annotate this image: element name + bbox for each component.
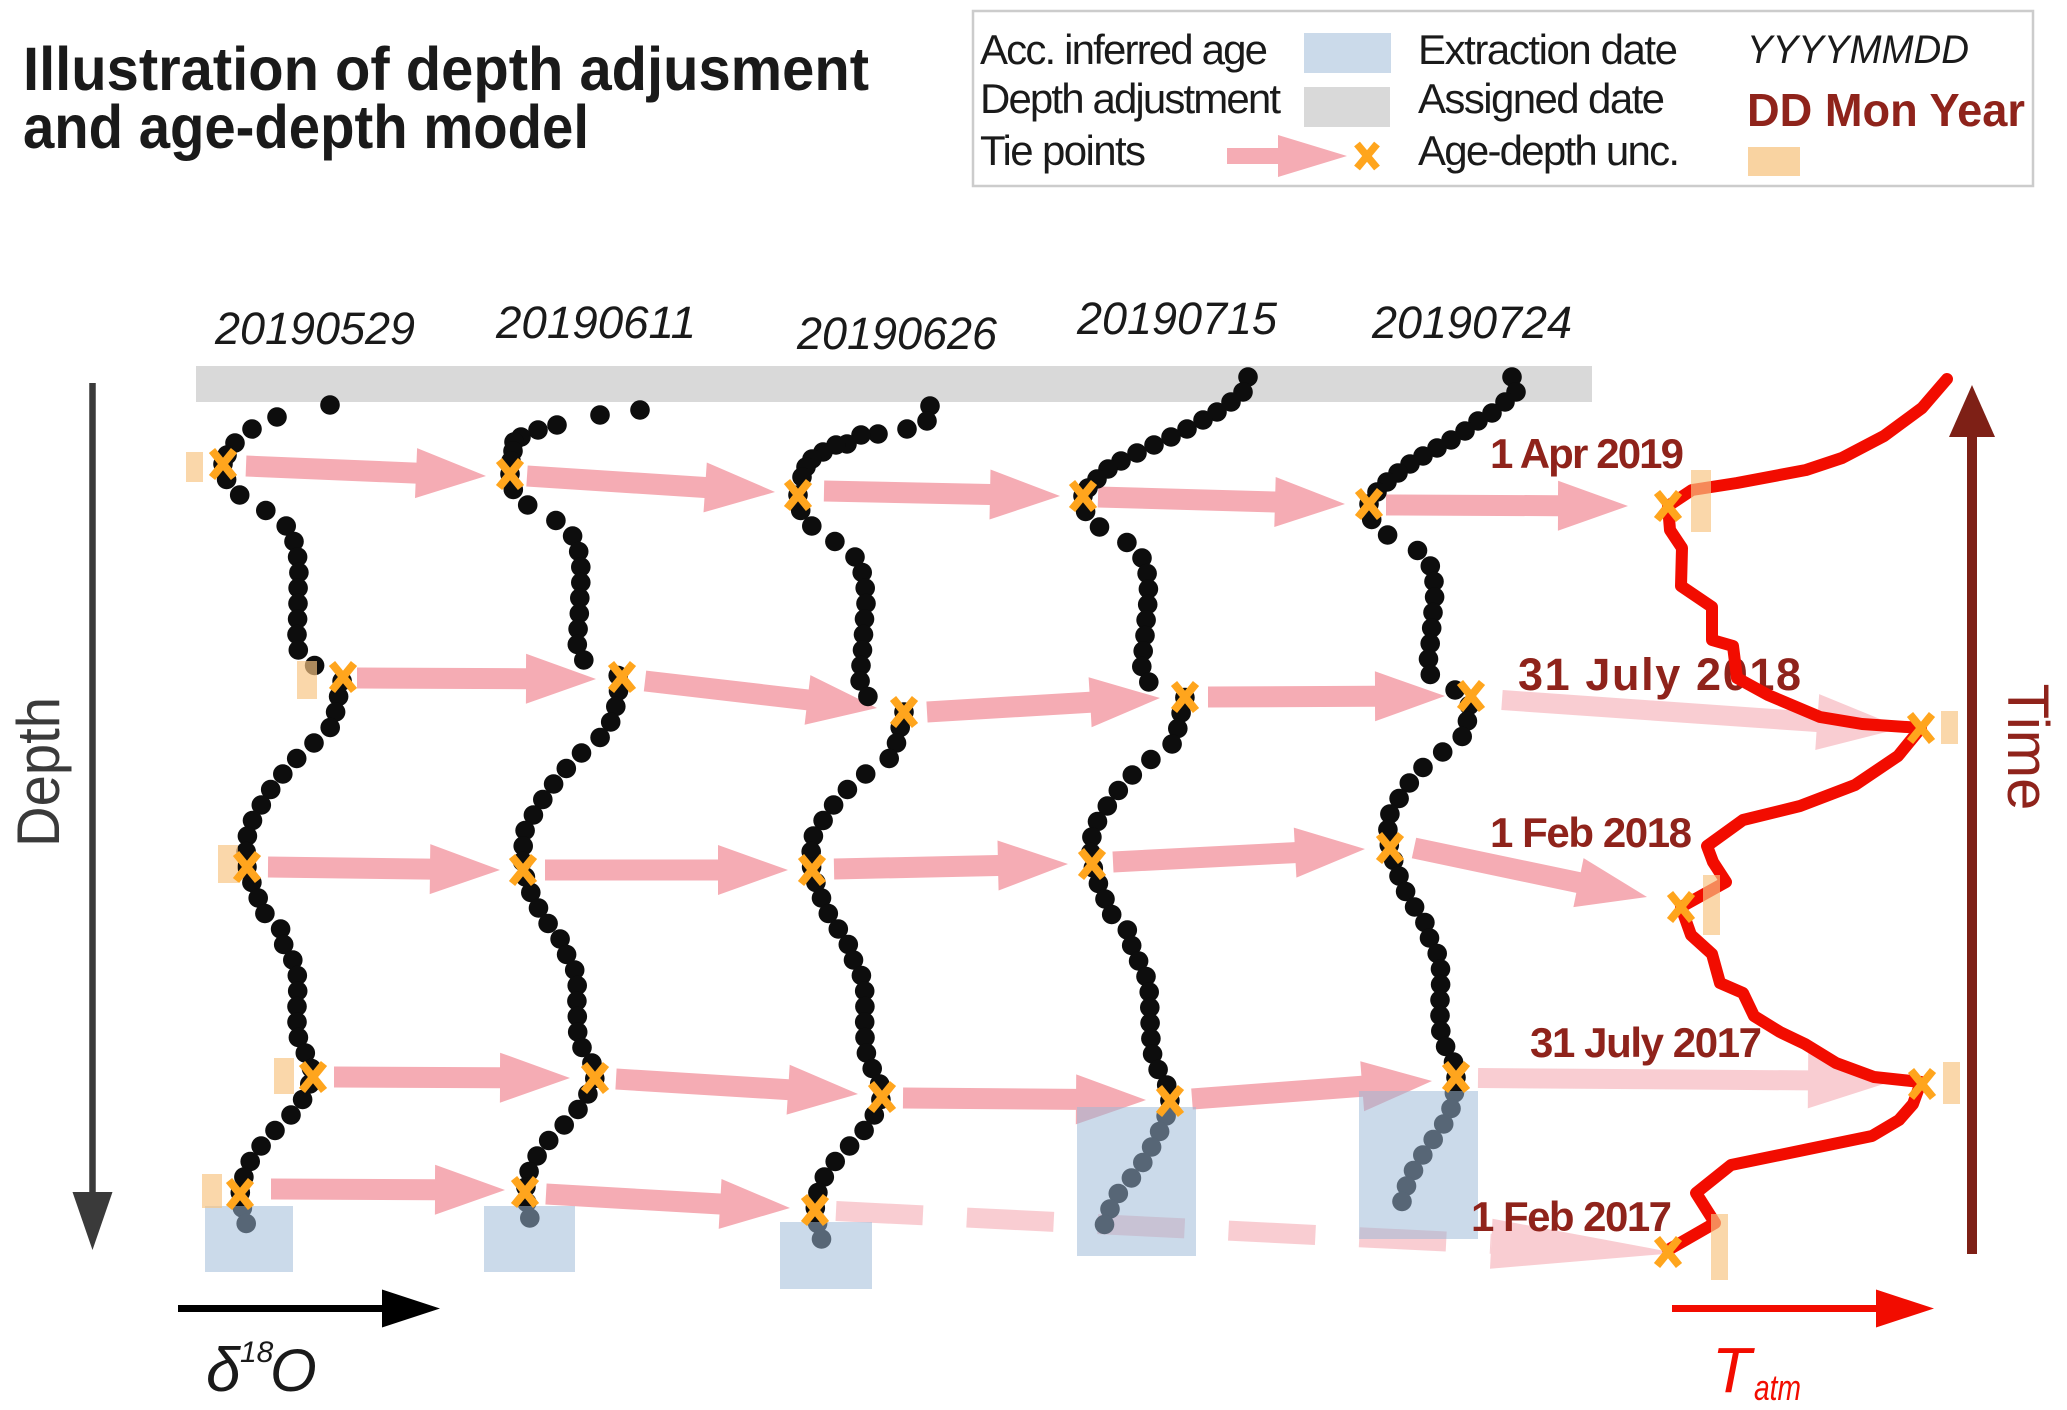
svg-text:DD Mon Year: DD Mon Year [1747,84,2025,136]
svg-text:Depth: Depth [5,697,72,847]
svg-text:Depth adjustment: Depth adjustment [980,75,1281,122]
svg-text:20190724: 20190724 [1371,297,1572,348]
svg-text:18: 18 [240,1336,274,1369]
svg-text:1 Apr 2019: 1 Apr 2019 [1490,430,1684,477]
svg-text:Illustration of depth adjusmen: Illustration of depth adjusment [23,35,869,103]
svg-text:YYYYMMDD: YYYYMMDD [1747,28,1969,72]
svg-text:31 July 2017: 31 July 2017 [1530,1019,1762,1066]
svg-text:Age-depth unc.: Age-depth unc. [1418,127,1680,174]
svg-text:20190626: 20190626 [796,308,998,359]
svg-text:δ: δ [206,1336,241,1405]
svg-text:atm: atm [1754,1367,1801,1405]
svg-text:1 Feb 2018: 1 Feb 2018 [1490,809,1692,856]
svg-text:Tie points: Tie points [980,127,1146,174]
svg-text:20190529: 20190529 [214,303,415,354]
svg-text:and age-depth model: and age-depth model [23,93,589,161]
svg-text:Assigned date: Assigned date [1418,75,1665,122]
svg-text:Time: Time [1995,684,2060,811]
svg-text:20190715: 20190715 [1076,293,1278,344]
svg-text:20190611: 20190611 [495,297,696,348]
svg-text:Extraction date: Extraction date [1418,26,1678,73]
svg-text:O: O [270,1337,317,1404]
svg-text:T: T [1712,1334,1755,1405]
svg-text:1 Feb 2017: 1 Feb 2017 [1471,1193,1672,1240]
svg-text:Acc. inferred age: Acc. inferred age [980,26,1268,73]
